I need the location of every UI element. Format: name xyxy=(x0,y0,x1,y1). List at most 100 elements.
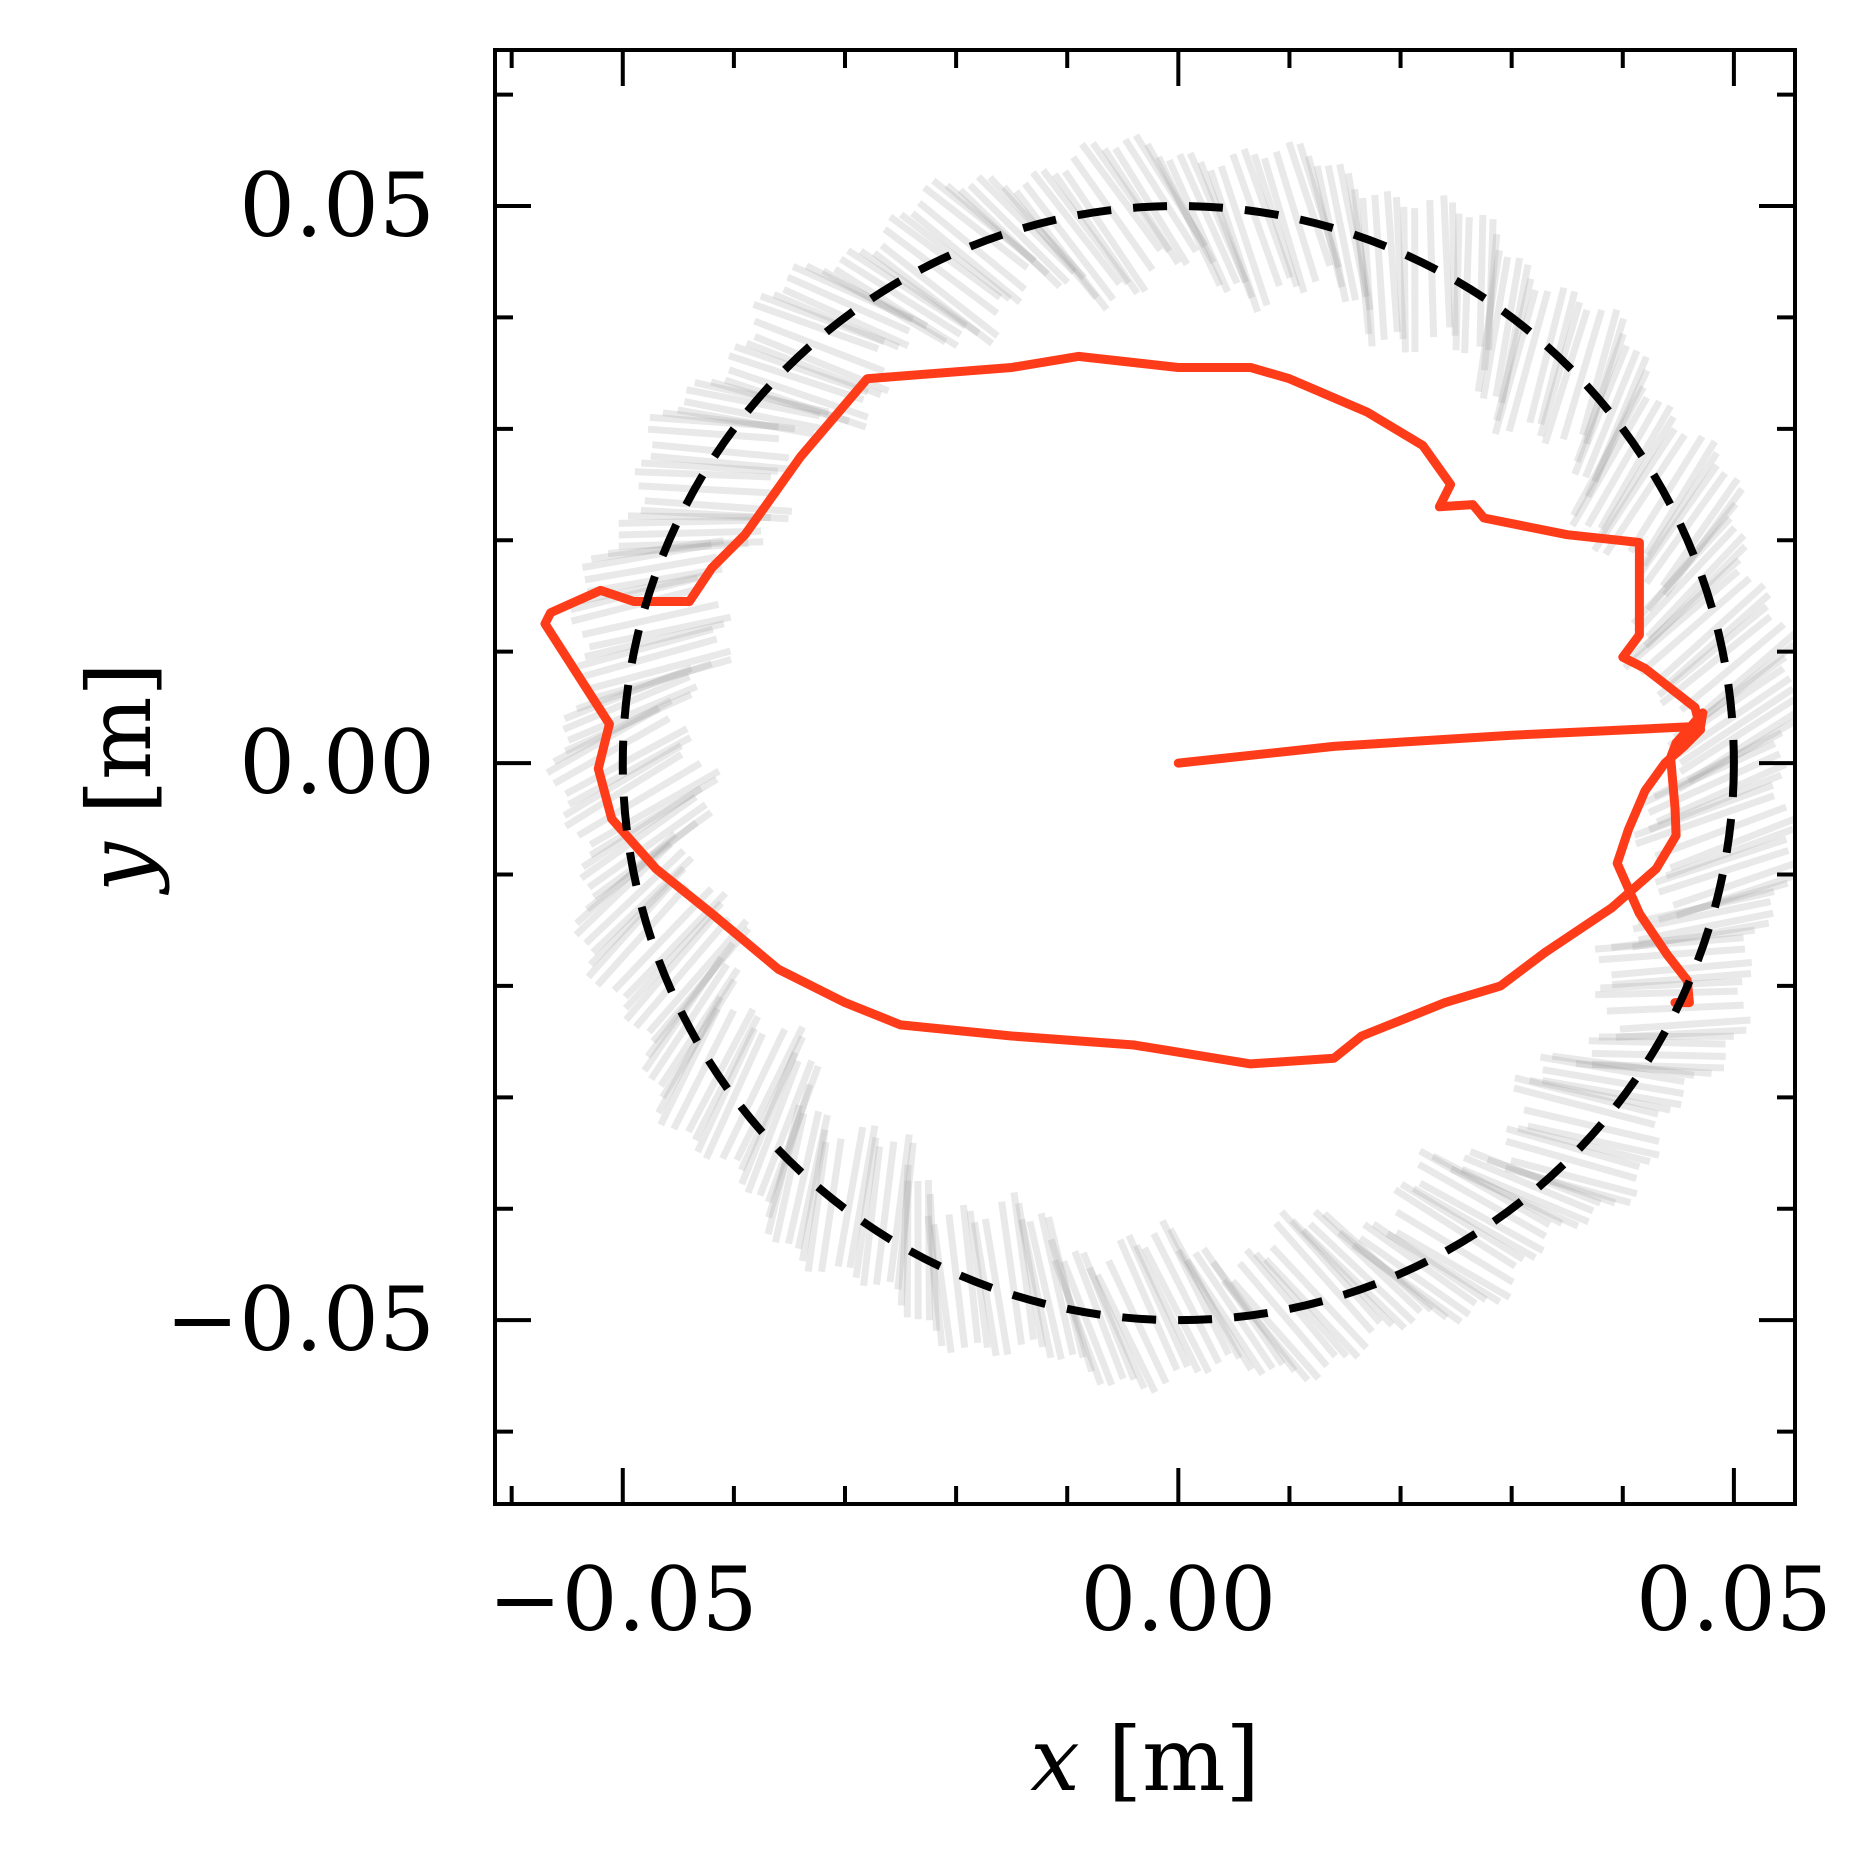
fan-stroke xyxy=(738,1035,806,1172)
fan-stroke xyxy=(1634,463,1720,579)
fan-stroke xyxy=(588,613,732,651)
fan-stroke xyxy=(590,855,695,955)
fan-stroke xyxy=(1411,1185,1537,1261)
fan-stroke xyxy=(1633,781,1774,839)
fan-stroke xyxy=(1431,1153,1564,1227)
fan-stroke xyxy=(641,459,779,475)
fan-stroke xyxy=(677,406,815,438)
fan-stroke xyxy=(1662,486,1745,598)
fan-stroke xyxy=(833,266,960,349)
fan-stroke xyxy=(1527,1122,1660,1159)
fan-stroke xyxy=(657,1007,721,1127)
fan-stroke xyxy=(910,210,1023,305)
fan-stroke xyxy=(1476,214,1487,347)
fan-stroke xyxy=(1591,426,1678,553)
fan-stroke xyxy=(733,343,870,396)
fan-stroke xyxy=(1526,286,1568,424)
x-axis-variable: x xyxy=(1030,1708,1080,1811)
series-trajectory xyxy=(540,351,1708,1069)
fan-stroke xyxy=(998,1201,1026,1346)
fan-stroke xyxy=(573,841,674,938)
fan-stroke xyxy=(903,1180,912,1318)
fan-stroke xyxy=(1579,308,1621,436)
x-axis-label: x [m] xyxy=(1030,1708,1260,1811)
fan-stroke xyxy=(752,301,880,353)
fan-stroke xyxy=(1504,1164,1632,1207)
y-axis-variable: y xyxy=(68,841,171,896)
fan-stroke xyxy=(922,184,1030,271)
fan-stroke xyxy=(759,292,886,346)
fan-stroke xyxy=(852,1137,880,1279)
fan-stroke xyxy=(1197,160,1256,300)
fan-stroke xyxy=(1582,349,1641,479)
fan-stroke xyxy=(655,995,724,1115)
fan-stroke xyxy=(644,941,736,1059)
fan-stroke xyxy=(1312,1208,1423,1315)
fan-stroke xyxy=(588,866,687,968)
fan-stroke xyxy=(1468,1148,1602,1207)
fan-stroke xyxy=(1394,1229,1512,1301)
fan-stroke xyxy=(798,1129,829,1262)
fan-stroke xyxy=(873,1141,898,1286)
fan-stroke xyxy=(710,378,850,425)
fan-stroke xyxy=(1539,1053,1685,1086)
fan-stroke xyxy=(1658,582,1767,681)
fan-stroke xyxy=(1537,301,1583,438)
fan-stroke xyxy=(931,177,1037,264)
fan-stroke xyxy=(1344,172,1374,311)
fan-stroke xyxy=(897,1164,912,1306)
fan-stroke xyxy=(1449,1165,1580,1230)
fan-stroke xyxy=(581,541,712,571)
fan-stroke xyxy=(1638,575,1752,676)
fan-stroke xyxy=(622,900,724,1011)
fan-stroke xyxy=(1571,344,1630,476)
fan-stroke xyxy=(1523,1106,1660,1145)
fan-stroke xyxy=(1479,256,1512,400)
fan-stroke xyxy=(1619,1016,1751,1033)
fan-stroke xyxy=(1165,158,1231,294)
fan-stroke xyxy=(1449,202,1459,336)
fan-stroke xyxy=(567,734,693,808)
x-tick-label: −0.05 xyxy=(488,1548,758,1651)
fan-stroke xyxy=(581,600,720,639)
x-tick-label: 0.05 xyxy=(1636,1548,1832,1651)
fan-stroke xyxy=(1037,1212,1077,1356)
fan-stroke xyxy=(1030,170,1123,286)
fan-stroke xyxy=(607,539,749,558)
fan-stroke xyxy=(1542,1066,1685,1098)
fan-stroke xyxy=(1695,630,1795,721)
fan-stroke xyxy=(627,512,771,522)
fan-stroke xyxy=(1551,1052,1695,1079)
fan-stroke xyxy=(1541,308,1591,445)
fan-stroke xyxy=(1418,1147,1552,1228)
fan-stroke xyxy=(579,570,713,605)
fan-stroke xyxy=(1570,385,1647,518)
fan-stroke xyxy=(882,226,1000,317)
fan-stroke xyxy=(584,553,718,584)
fan-stroke xyxy=(1505,1137,1638,1182)
fan-stroke xyxy=(1094,1273,1159,1394)
fan-stroke xyxy=(1371,1221,1488,1303)
fan-stroke xyxy=(1637,888,1775,926)
fan-stroke xyxy=(1528,1076,1671,1114)
fan-stroke xyxy=(1026,1220,1065,1361)
fan-stroke xyxy=(1080,1251,1138,1381)
fan-stroke xyxy=(618,516,759,527)
fan-stroke xyxy=(683,398,821,432)
fan-stroke xyxy=(1678,696,1795,775)
fan-stroke xyxy=(590,537,725,563)
fan-stroke xyxy=(1018,1218,1055,1359)
fan-stroke xyxy=(1418,1180,1545,1254)
fan-stroke xyxy=(1630,515,1733,626)
fan-stroke xyxy=(1643,439,1718,556)
fan-stroke xyxy=(1622,568,1741,671)
fan-stroke xyxy=(1086,1266,1148,1390)
fan-stroke xyxy=(646,918,750,1035)
fan-stroke xyxy=(1657,879,1789,923)
fan-stroke xyxy=(924,1180,933,1321)
fan-stroke xyxy=(1559,308,1606,441)
fan-stroke xyxy=(1634,792,1776,848)
fan-stroke xyxy=(574,831,678,926)
fan-stroke xyxy=(1359,197,1376,347)
